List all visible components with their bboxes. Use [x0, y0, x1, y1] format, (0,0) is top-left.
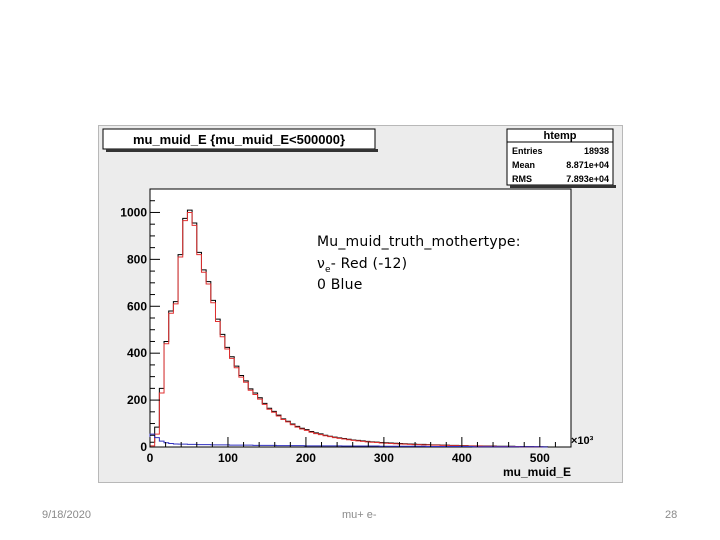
stats-entries-label: Entries [512, 146, 543, 156]
x-axis-multiplier: ×10³ [571, 435, 594, 447]
x-tick-label: 200 [296, 451, 316, 465]
histogram-svg: mu_muid_E {mu_muid_E<500000} 0 200 400 600 8… [102, 128, 616, 479]
x-tick-label: 0 [147, 451, 154, 465]
y-tick-label: 400 [127, 346, 147, 360]
stats-mean-value: 8.871e+04 [566, 160, 609, 170]
stats-box: htemp Entries 18938 Mean 8.871e+04 RMS 7… [506, 128, 616, 188]
annotation-line-1: Mu_muid_truth_mothertype: [317, 234, 521, 250]
y-tick-label: 200 [127, 393, 147, 407]
stats-box-frame [506, 128, 614, 186]
y-tick-label: 600 [127, 299, 147, 313]
footer-date: 9/18/2020 [42, 509, 91, 521]
x-axis-label: mu_muid_E [503, 465, 571, 479]
footer-page-number: 28 [665, 509, 678, 521]
title-box-shadow [106, 149, 378, 152]
x-tick-label: 400 [452, 451, 472, 465]
annotation-line-3: 0 Blue [317, 277, 363, 293]
annotation-line-2: νe- Red (-12) [317, 256, 407, 275]
x-tick-label: 100 [218, 451, 238, 465]
x-tick-label: 500 [530, 451, 550, 465]
stats-rms-value: 7.893e+04 [566, 174, 609, 184]
stats-mean-label: Mean [512, 160, 535, 170]
x-tick-label: 300 [374, 451, 394, 465]
y-tick-label: 800 [127, 252, 147, 266]
nu-symbol: ν [317, 256, 326, 272]
nu-subscript: e [325, 264, 331, 275]
axes-group: 0 200 400 600 800 1000 0 100 200 300 400 500 [120, 188, 572, 465]
y-tick-label: 0 [140, 440, 147, 454]
root-canvas: mu_muid_E {mu_muid_E<500000} 0 200 400 600 8… [98, 125, 623, 483]
footer-center: mu+ e- [342, 509, 377, 521]
chart-title: mu_muid_E {mu_muid_E<500000} [133, 132, 345, 147]
stats-box-name: htemp [544, 130, 577, 142]
stats-rms-label: RMS [512, 174, 532, 184]
stats-entries-value: 18938 [584, 146, 609, 156]
histogram-series-1 [149, 211, 548, 448]
y-tick-label: 1000 [120, 205, 147, 219]
stats-box-shadow [510, 185, 616, 188]
annotation-red-label: - Red (-12) [330, 256, 408, 272]
plot-frame [149, 188, 572, 448]
histogram-series-group [149, 209, 549, 448]
histogram-series-2 [149, 433, 548, 448]
